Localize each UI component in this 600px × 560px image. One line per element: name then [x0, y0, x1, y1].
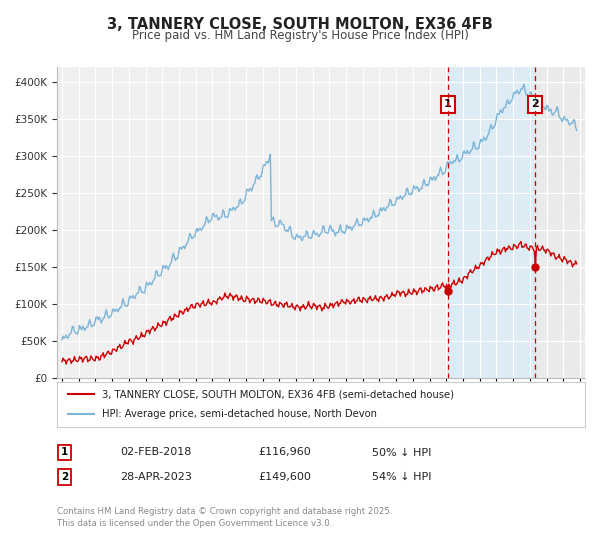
Text: Price paid vs. HM Land Registry's House Price Index (HPI): Price paid vs. HM Land Registry's House …	[131, 29, 469, 42]
Text: HPI: Average price, semi-detached house, North Devon: HPI: Average price, semi-detached house,…	[102, 409, 377, 419]
Text: 1: 1	[444, 99, 452, 109]
Bar	[448, 67, 535, 378]
Text: 1: 1	[61, 447, 68, 458]
Text: £116,960: £116,960	[258, 447, 311, 458]
Text: £149,600: £149,600	[258, 472, 311, 482]
Text: 28-APR-2023: 28-APR-2023	[120, 472, 192, 482]
Text: 2: 2	[61, 472, 68, 482]
Text: 3, TANNERY CLOSE, SOUTH MOLTON, EX36 4FB: 3, TANNERY CLOSE, SOUTH MOLTON, EX36 4FB	[107, 17, 493, 32]
Text: Contains HM Land Registry data © Crown copyright and database right 2025.
This d: Contains HM Land Registry data © Crown c…	[57, 507, 392, 528]
Text: 50% ↓ HPI: 50% ↓ HPI	[372, 447, 431, 458]
Text: 54% ↓ HPI: 54% ↓ HPI	[372, 472, 431, 482]
Text: 02-FEB-2018: 02-FEB-2018	[120, 447, 191, 458]
Text: 3, TANNERY CLOSE, SOUTH MOLTON, EX36 4FB (semi-detached house): 3, TANNERY CLOSE, SOUTH MOLTON, EX36 4FB…	[102, 389, 454, 399]
Bar	[535, 67, 585, 378]
Text: 2: 2	[532, 99, 539, 109]
